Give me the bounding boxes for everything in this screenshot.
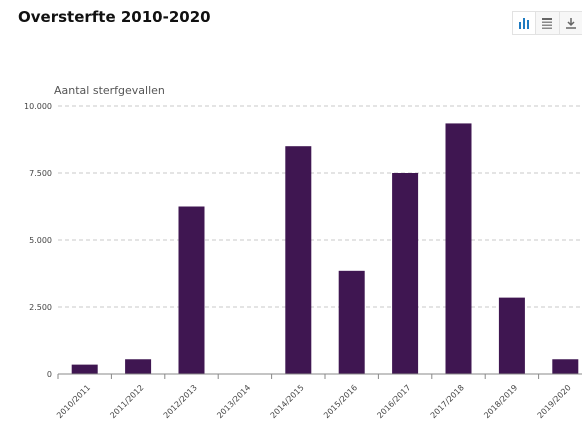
gridlines [58,105,582,308]
x-tick-label: 2017/2018 [429,383,466,420]
x-tick-label: 2010/2011 [55,383,92,420]
y-tick-label: 5.000 [29,236,52,245]
x-axis-ticks: 2010/2011 2011/2012 2012/2013 2013/2014 2014… [55,374,573,420]
table-view-button[interactable] [536,12,560,34]
y-tick-label: 2.500 [29,303,52,312]
y-tick-label: 7.500 [29,169,52,178]
y-axis-ticks: 0 2.500 5.000 7.500 10.000 [24,102,52,379]
x-tick-label: 2012/2013 [162,383,199,420]
y-tick-label: 10.000 [24,102,52,111]
download-icon [565,18,576,29]
table-icon [542,18,553,29]
bar[interactable] [552,359,579,374]
bar[interactable] [285,146,312,374]
bar[interactable] [445,123,472,374]
x-tick-label: 2015/2016 [322,383,359,420]
y-tick-label: 0 [47,370,52,379]
y-axis-title: Aantal sterfgevallen [54,84,165,97]
bar-chart-icon [519,18,530,29]
x-tick-label: 2018/2019 [482,383,519,420]
chart-title: Oversterfte 2010-2020 [18,8,211,26]
bar[interactable] [125,359,152,374]
x-tick-label: 2019/2020 [536,383,573,420]
bar[interactable] [178,206,205,375]
bar[interactable] [498,297,525,374]
bar[interactable] [338,270,365,374]
bars [71,123,579,375]
bar[interactable] [392,173,419,374]
x-tick-label: 2016/2017 [375,383,412,420]
chart-toolbar [512,11,582,35]
x-tick-label: 2013/2014 [215,383,252,420]
download-button[interactable] [560,12,582,34]
bar-chart-view-button[interactable] [513,12,537,34]
x-tick-label: 2011/2012 [108,383,145,420]
x-tick-label: 2014/2015 [269,383,306,420]
bar[interactable] [71,364,98,374]
